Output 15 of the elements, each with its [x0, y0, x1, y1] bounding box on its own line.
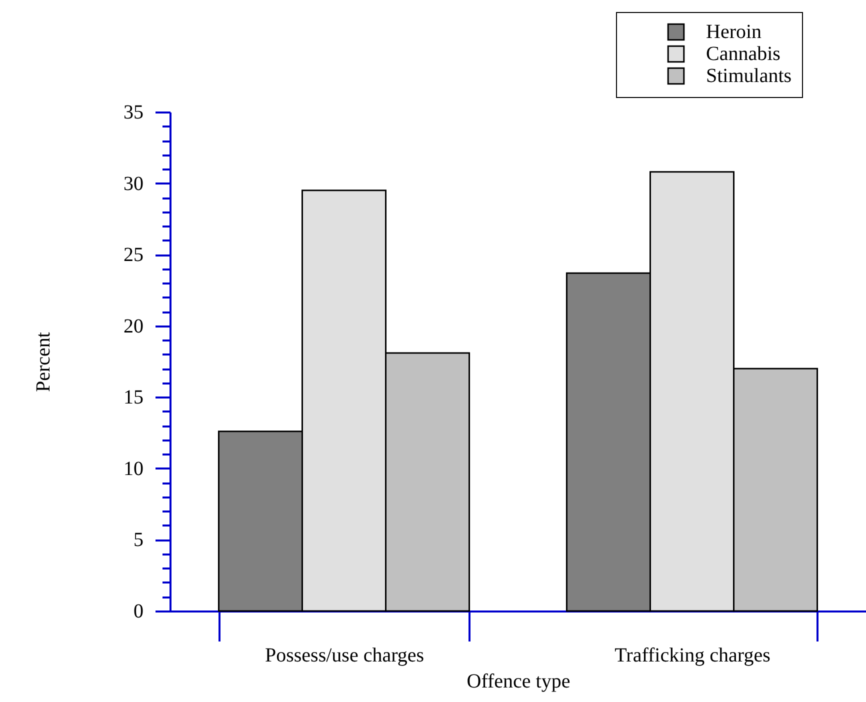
y-tick-label: 0: [134, 600, 144, 622]
x-tick-label: Trafficking charges: [614, 644, 771, 666]
y-axis-title: Percent: [32, 332, 54, 392]
y-tick-label: 30: [124, 172, 144, 195]
y-tick-label: 15: [124, 386, 144, 409]
y-tick-label: 20: [124, 315, 144, 338]
y-tick-label: 5: [134, 529, 144, 552]
x-axis-title: Offence type: [466, 670, 570, 692]
legend-label: Cannabis: [706, 43, 781, 65]
legend-label: Stimulants: [706, 65, 792, 87]
y-tick-label: 25: [124, 244, 144, 266]
y-tick-label: 35: [124, 102, 144, 124]
legend-label: Heroin: [706, 21, 762, 43]
y-tick-label: 10: [124, 458, 144, 480]
x-tick-label: Possess/use charges: [264, 644, 424, 666]
